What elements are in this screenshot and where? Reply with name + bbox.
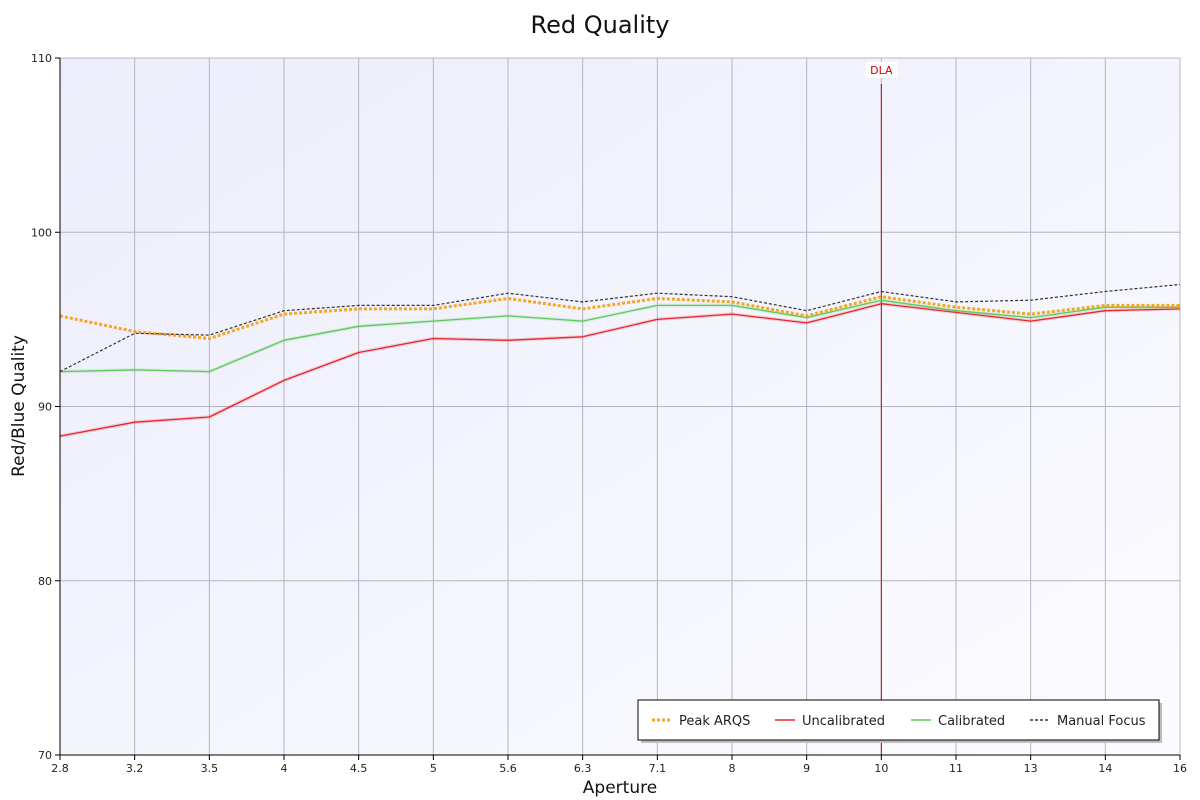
x-tick-label: 2.8 <box>51 762 69 775</box>
x-tick-label: 10 <box>874 762 888 775</box>
series-line-manual-focus <box>59 283 1181 373</box>
y-tick-label: 90 <box>38 401 52 414</box>
y-tick-label: 100 <box>31 226 52 239</box>
y-tick-label: 80 <box>38 575 52 588</box>
x-tick-label: 8 <box>729 762 736 775</box>
series-line-calibrated <box>59 299 1180 373</box>
legend-label-calibrated: Calibrated <box>938 714 1005 729</box>
legend: Peak ARQS Uncalibrated Calibrated Manual Fo… <box>637 699 1162 743</box>
x-tick-label: 4.5 <box>350 762 368 775</box>
x-axis-title: Aperture <box>583 778 657 798</box>
grid-lines <box>60 58 1180 755</box>
legend-label-manual-focus: Manual Focus <box>1057 714 1146 729</box>
y-axis-title: Red/Blue Quality <box>9 335 29 477</box>
series-lines <box>59 283 1181 438</box>
y-tick-label: 110 <box>31 52 52 65</box>
x-tick-label: 11 <box>949 762 963 775</box>
x-axis-ticks: 2.8 3.2 3.5 4 4.5 5 5.6 6.3 7.1 8 9 10 11 13 14 16 <box>51 755 1187 775</box>
x-tick-label: 16 <box>1173 762 1187 775</box>
annotations: DLA <box>865 62 898 755</box>
legend-label-peak-arqs: Peak ARQS <box>679 714 750 729</box>
chart-title: Red Quality <box>531 11 670 39</box>
x-tick-label: 5.6 <box>499 762 517 775</box>
y-axis-ticks: 70 80 90 100 110 <box>31 52 60 762</box>
x-tick-label: 14 <box>1098 762 1112 775</box>
legend-items: Peak ARQS Uncalibrated Calibrated Manual Fo… <box>652 714 1146 729</box>
x-tick-label: 6.3 <box>574 762 592 775</box>
x-tick-label: 7.1 <box>649 762 667 775</box>
x-tick-label: 3.2 <box>126 762 144 775</box>
dla-label: DLA <box>870 64 893 77</box>
legend-label-uncalibrated: Uncalibrated <box>802 714 885 729</box>
x-tick-label: 9 <box>803 762 810 775</box>
series-line-uncalibrated <box>59 303 1181 437</box>
x-tick-label: 13 <box>1024 762 1038 775</box>
x-tick-label: 4 <box>281 762 288 775</box>
dla-label-bg <box>865 62 898 78</box>
legend-box <box>637 699 1160 741</box>
x-tick-label: 5 <box>430 762 437 775</box>
y-tick-label: 70 <box>38 749 52 762</box>
x-tick-label: 3.5 <box>201 762 219 775</box>
series-line-peak-arqs <box>59 295 1180 340</box>
